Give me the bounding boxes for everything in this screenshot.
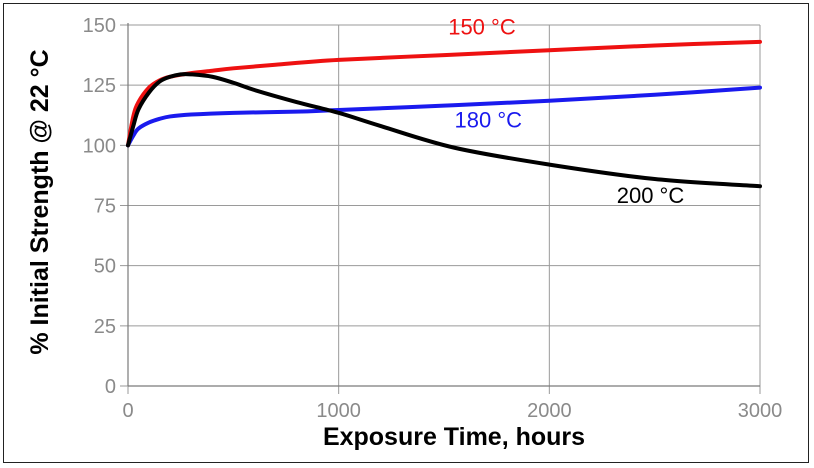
y-tick-label-25: 25 xyxy=(94,316,116,338)
y-tick-label-100: 100 xyxy=(83,135,116,157)
x-tick-label-2000: 2000 xyxy=(527,400,572,422)
series-label-150c: 150 °C xyxy=(448,15,516,40)
x-axis-title: Exposure Time, hours xyxy=(323,423,585,451)
axes xyxy=(127,23,760,387)
grid-lines xyxy=(120,24,761,394)
x-tick-label-3000: 3000 xyxy=(738,400,783,422)
series-line-150c xyxy=(126,39,762,148)
y-tick-label-50: 50 xyxy=(94,256,116,278)
y-tick-label-150: 150 xyxy=(83,15,116,37)
tick-labels: 0 25 50 75 100 125 150 0 1000 2000 3000 xyxy=(83,15,783,422)
series-line-180c xyxy=(126,85,762,148)
x-tick-label-0: 0 xyxy=(122,400,133,422)
y-tick-label-75: 75 xyxy=(94,196,116,218)
series-layer xyxy=(126,39,762,189)
series-labels: 150 °C 180 °C 200 °C xyxy=(448,15,684,208)
series-label-180c: 180 °C xyxy=(455,107,523,132)
y-axis-title: % Initial Strength @ 22 °C xyxy=(26,49,54,354)
series-line-200c xyxy=(126,72,762,189)
series-label-200c: 200 °C xyxy=(617,183,685,208)
x-tick-label-1000: 1000 xyxy=(316,400,361,422)
y-tick-label-125: 125 xyxy=(83,75,116,97)
y-tick-label-0: 0 xyxy=(105,376,116,398)
